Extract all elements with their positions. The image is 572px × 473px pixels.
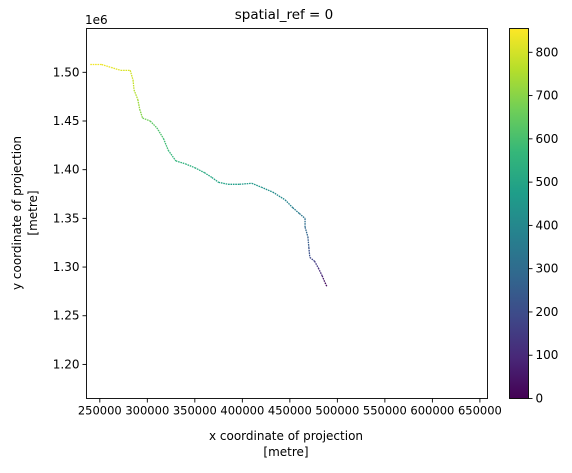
trace-segment: [284, 199, 294, 209]
y-tick-label: 1.30: [53, 260, 80, 274]
trace-segment: [321, 275, 326, 283]
trace-segment: [133, 89, 139, 100]
colorbar: [509, 28, 529, 399]
plot-frame: [86, 28, 488, 399]
x-axis-units: [metre]: [263, 445, 308, 459]
colorbar-tick-label: 400: [536, 218, 559, 232]
x-tick-label: 400000: [220, 404, 264, 418]
trace-segment: [132, 80, 135, 90]
x-tick-label: 600000: [410, 404, 454, 418]
trace-segment: [313, 260, 319, 269]
trace-segment: [194, 167, 205, 174]
y-axis-ticks: 1.20 1.25 1.30 1.35 1.40 1.45 1.50: [53, 65, 87, 371]
trace-segment: [211, 176, 219, 183]
y-tick-label: 1.45: [53, 114, 80, 128]
y-tick-label: 1.35: [53, 211, 80, 225]
x-axis-ticks: 250000 300000 350000 400000 450000 500000 5500…: [78, 398, 502, 418]
x-tick-label: 450000: [268, 404, 312, 418]
trace-segment: [203, 172, 213, 179]
colorbar-tick-label: 600: [536, 132, 559, 146]
trace-segment: [149, 120, 158, 129]
y-offset-label: 1e6: [85, 13, 108, 27]
x-tick-label: 550000: [363, 404, 407, 418]
colorbar-tick-label: 200: [536, 305, 559, 319]
trace-segment: [218, 181, 229, 185]
colorbar-tick-label: 0: [536, 392, 544, 406]
y-tick-label: 1.50: [53, 65, 80, 79]
river-trace: [90, 63, 328, 287]
trace-segment: [162, 138, 169, 151]
trace-segment: [292, 207, 300, 214]
trace-segment: [308, 247, 311, 258]
colorbar-tick-label: 800: [536, 45, 559, 59]
trace-segment: [137, 99, 141, 110]
trace-segment: [142, 117, 151, 122]
trace-segment: [304, 226, 309, 238]
trace-segment: [324, 282, 328, 287]
trace-segment: [239, 182, 252, 185]
y-axis-label: y coordinate of projection: [10, 136, 24, 290]
x-tick-label: 300000: [125, 404, 169, 418]
x-tick-label: 650000: [458, 404, 502, 418]
colorbar-tick-label: 100: [536, 348, 559, 362]
trace-segment: [156, 127, 165, 139]
chart-title: spatial_ref = 0: [235, 7, 334, 23]
trace-segment: [317, 267, 323, 277]
trace-segment: [307, 236, 310, 248]
x-axis-label: x coordinate of projection: [209, 429, 363, 443]
y-tick-label: 1.20: [53, 357, 80, 371]
trace-segment: [175, 160, 186, 165]
trace-segment: [167, 149, 177, 162]
x-tick-label: 500000: [315, 404, 359, 418]
trace-segment: [298, 213, 306, 219]
trace-segment: [251, 182, 262, 188]
trace-segment: [139, 109, 144, 119]
y-axis-units: [metre]: [26, 190, 40, 235]
colorbar-tick-label: 700: [536, 89, 559, 103]
colorbar-tick-label: 500: [536, 175, 559, 189]
x-tick-label: 250000: [78, 404, 122, 418]
trace-segment: [272, 191, 286, 201]
x-tick-label: 350000: [173, 404, 217, 418]
trace-segment: [309, 256, 315, 262]
y-tick-label: 1.40: [53, 163, 80, 177]
trace-segment: [101, 63, 112, 69]
colorbar-ticks: 0 100 200 300 400 500 600 700 800: [528, 45, 559, 406]
trace-segment: [261, 186, 274, 193]
trace-segment: [111, 66, 121, 71]
trace-segment: [129, 70, 134, 81]
y-tick-label: 1.25: [53, 309, 80, 323]
trace-segment: [185, 163, 196, 169]
colorbar-tick-label: 300: [536, 262, 559, 276]
